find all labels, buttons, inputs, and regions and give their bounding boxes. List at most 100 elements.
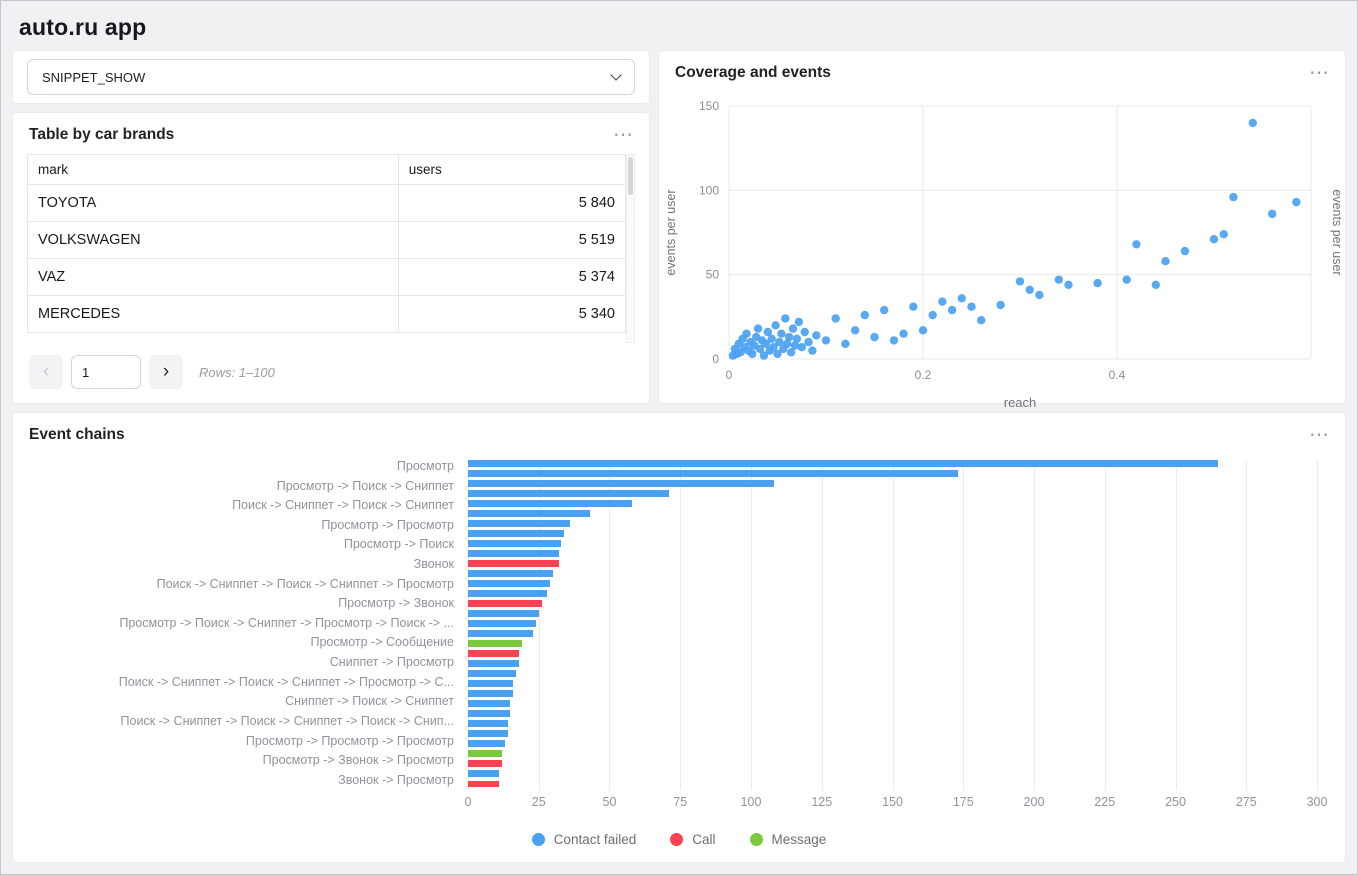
scatter-point[interactable] (1248, 118, 1257, 128)
scatter-point[interactable] (755, 344, 765, 354)
column-header-users[interactable]: users (397, 154, 627, 185)
chain-bar[interactable] (468, 680, 514, 687)
scatter-point[interactable] (1209, 235, 1219, 244)
next-page-button[interactable]: › (149, 355, 183, 389)
scatter-point[interactable] (1161, 257, 1170, 266)
scatter-point[interactable] (967, 302, 976, 311)
scatter-point[interactable] (841, 339, 850, 348)
chain-bar[interactable] (468, 710, 511, 717)
scatter-point[interactable] (1219, 230, 1228, 239)
chain-bar[interactable] (468, 720, 508, 727)
scatter-point[interactable] (1093, 278, 1102, 288)
scatter-point[interactable] (909, 302, 918, 311)
scatter-point[interactable] (777, 329, 786, 338)
legend-item[interactable]: Call (670, 832, 716, 847)
chain-bar[interactable] (468, 730, 508, 737)
chain-bar[interactable] (468, 670, 517, 677)
scatter-point[interactable] (947, 305, 957, 315)
scatter-point[interactable] (792, 334, 802, 343)
scatter-point[interactable] (918, 326, 928, 335)
legend-item[interactable]: Contact failed (531, 832, 636, 847)
scatter-point[interactable] (870, 332, 879, 342)
column-header-mark[interactable]: mark (27, 154, 399, 185)
scatter-point[interactable] (773, 349, 782, 359)
chain-bar[interactable] (468, 550, 559, 557)
chain-bar[interactable] (468, 480, 774, 487)
chain-bar[interactable] (468, 610, 539, 617)
scatter-point[interactable] (821, 336, 831, 345)
scatter-point[interactable] (977, 316, 986, 325)
scatter-point[interactable] (957, 294, 966, 303)
scatter-point[interactable] (928, 310, 937, 320)
scatter-point[interactable] (784, 332, 794, 342)
scatter-point[interactable] (1180, 246, 1190, 256)
chain-bar[interactable] (468, 560, 559, 567)
scatter-point[interactable] (761, 339, 771, 348)
scatter-point[interactable] (889, 336, 899, 345)
chain-bar[interactable] (468, 500, 633, 507)
scatter-point[interactable] (812, 331, 821, 340)
chain-bar[interactable] (468, 590, 548, 597)
chain-bar[interactable] (468, 460, 1218, 467)
scatter-point[interactable] (786, 348, 796, 357)
scatter-point[interactable] (1292, 197, 1301, 207)
scatter-point[interactable] (759, 351, 769, 360)
scatter-point[interactable] (790, 341, 800, 350)
chain-bar[interactable] (468, 630, 534, 637)
scatter-point[interactable] (769, 343, 778, 352)
scatter-point[interactable] (831, 314, 840, 323)
scatter-point[interactable] (1035, 290, 1044, 300)
scatter-point[interactable] (763, 327, 772, 337)
prev-page-button[interactable]: ‹ (29, 355, 63, 389)
scatter-point[interactable] (1064, 280, 1073, 289)
scatter-point[interactable] (1229, 192, 1238, 202)
scatter-point[interactable] (783, 339, 792, 348)
chain-bar[interactable] (468, 760, 502, 767)
chain-bar[interactable] (468, 640, 522, 647)
more-menu-icon[interactable]: ⋯ (1309, 424, 1329, 446)
chain-bar[interactable] (468, 650, 519, 657)
chain-bar[interactable] (468, 700, 511, 707)
scatter-point[interactable] (850, 326, 860, 335)
chain-bar[interactable] (468, 620, 536, 627)
scatter-point[interactable] (742, 329, 751, 338)
scatter-point[interactable] (1025, 285, 1034, 294)
scatter-point[interactable] (748, 349, 757, 359)
chain-bar[interactable] (468, 600, 542, 607)
chain-bar[interactable] (468, 750, 502, 757)
chain-bar[interactable] (468, 490, 669, 497)
scatter-point[interactable] (800, 327, 809, 337)
scatter-point[interactable] (1151, 280, 1160, 289)
scatter-point[interactable] (1054, 275, 1063, 284)
chain-bar[interactable] (468, 540, 562, 547)
scatter-point[interactable] (1122, 275, 1131, 284)
scatter-point[interactable] (781, 314, 790, 323)
scatter-point[interactable] (1132, 240, 1141, 249)
scatter-point[interactable] (938, 297, 947, 306)
dataset-selector[interactable]: SNIPPET_SHOW (27, 59, 635, 95)
scatter-point[interactable] (788, 324, 798, 333)
scatter-point[interactable] (808, 346, 817, 355)
scatter-point[interactable] (771, 321, 780, 330)
scatter-point[interactable] (794, 317, 803, 327)
scatter-point[interactable] (1015, 277, 1025, 286)
chain-bar[interactable] (468, 530, 565, 537)
more-menu-icon[interactable]: ⋯ (1309, 62, 1329, 84)
page-number-input[interactable] (71, 355, 141, 389)
chain-bar[interactable] (468, 470, 958, 477)
chain-bar[interactable] (468, 660, 519, 667)
scatter-point[interactable] (1268, 209, 1277, 219)
scatter-point[interactable] (880, 305, 889, 315)
legend-item[interactable]: Message (749, 832, 826, 847)
scatter-point[interactable] (996, 300, 1005, 310)
chain-bar[interactable] (468, 510, 590, 517)
chain-bar[interactable] (468, 520, 570, 527)
scatter-point[interactable] (899, 329, 908, 338)
chain-bar[interactable] (468, 690, 514, 697)
scatter-point[interactable] (797, 343, 806, 352)
scatter-point[interactable] (767, 334, 776, 343)
chain-bar[interactable] (468, 570, 553, 577)
scrollbar-thumb[interactable] (628, 157, 633, 195)
scatter-point[interactable] (775, 337, 784, 347)
table-scrollbar[interactable] (626, 154, 635, 343)
